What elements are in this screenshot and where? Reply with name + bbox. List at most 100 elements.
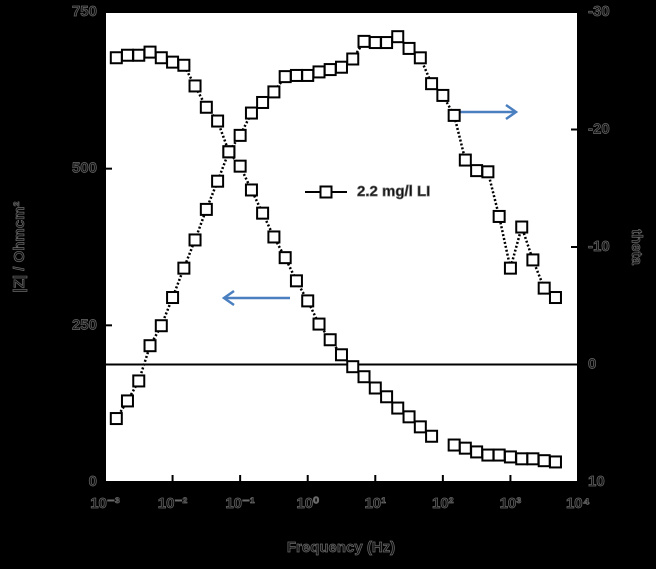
y2-axis-label: theta [628, 229, 645, 265]
marker [244, 183, 258, 197]
marker [188, 79, 202, 93]
marker [278, 70, 292, 84]
legend-marker [319, 185, 333, 199]
marker [166, 291, 180, 305]
marker [256, 206, 270, 220]
marker [537, 281, 551, 295]
y2-tick-label: -10 [588, 238, 610, 255]
marker [289, 274, 303, 288]
marker [211, 174, 225, 188]
arrow-right-head [505, 103, 519, 121]
marker [515, 220, 529, 234]
marker [301, 294, 315, 308]
marker [289, 68, 303, 82]
marker [402, 410, 416, 424]
marker [515, 452, 529, 466]
marker [526, 253, 540, 267]
x-tick-label: 10⁻³ [90, 495, 120, 512]
marker [413, 420, 427, 434]
marker [132, 48, 146, 62]
marker [120, 48, 134, 62]
y-tick-label: 500 [72, 160, 97, 177]
arrow-left-head [221, 289, 235, 307]
legend-label: 2.2 mg/l LI [357, 183, 430, 200]
marker [357, 34, 371, 48]
marker [154, 51, 168, 65]
marker [346, 52, 360, 66]
marker [481, 165, 495, 179]
marker [199, 100, 213, 114]
marker [492, 209, 506, 223]
marker [312, 317, 326, 331]
marker [458, 153, 472, 167]
marker [233, 128, 247, 142]
marker [368, 381, 382, 395]
y-tick-label: 0 [89, 473, 97, 490]
marker [391, 30, 405, 44]
y2-tick-label: 10 [588, 473, 605, 490]
x-tick-label: 10⁻¹ [225, 495, 255, 512]
marker [120, 394, 134, 408]
marker [458, 441, 472, 455]
marker [256, 95, 270, 109]
marker [199, 202, 213, 216]
marker [177, 58, 191, 72]
x-tick-label: 10³ [500, 495, 522, 512]
marker [244, 106, 258, 120]
marker [211, 114, 225, 128]
marker [166, 55, 180, 69]
marker [132, 374, 146, 388]
x-axis-label: Frequency (Hz) [287, 539, 395, 556]
marker [267, 230, 281, 244]
marker [109, 412, 123, 426]
plot-area [104, 11, 579, 483]
arrows [221, 103, 519, 307]
marker [301, 68, 315, 82]
x-tick-label: 10⁴ [566, 495, 590, 512]
x-tick-label: 10¹ [364, 495, 386, 512]
marker [368, 36, 382, 50]
marker [278, 251, 292, 265]
y-tick-label: 250 [72, 316, 97, 333]
marker [154, 319, 168, 333]
marker [188, 233, 202, 247]
marker [357, 370, 371, 384]
marker [222, 145, 236, 159]
marker [503, 261, 517, 275]
marker [548, 291, 562, 305]
marker [323, 333, 337, 347]
marker [447, 438, 461, 452]
marker [526, 452, 540, 466]
marker [109, 51, 123, 65]
marker [267, 85, 281, 99]
marker [346, 360, 360, 374]
marker [413, 51, 427, 65]
marker [312, 65, 326, 79]
x-tick-label: 10⁰ [296, 495, 319, 512]
marker [548, 455, 562, 469]
marker [380, 390, 394, 404]
marker [481, 448, 495, 462]
marker [334, 348, 348, 362]
marker [436, 88, 450, 102]
y2-tick-label: -30 [588, 3, 610, 20]
y-tick-label: 750 [72, 3, 97, 20]
marker [143, 45, 157, 59]
marker [323, 63, 337, 77]
x-tick-label: 10² [432, 495, 454, 512]
marker [503, 450, 517, 464]
x-tick-label: 10⁻² [158, 495, 188, 512]
marker [143, 339, 157, 353]
marker [334, 60, 348, 74]
marker [425, 429, 439, 443]
marker [492, 448, 506, 462]
marker [391, 401, 405, 415]
marker [402, 41, 416, 55]
marker [425, 77, 439, 91]
y-axis-label: |Z| / Ohmcm² [11, 202, 28, 293]
marker [537, 454, 551, 468]
marker [470, 445, 484, 459]
marker [447, 108, 461, 122]
y2-tick-label: 0 [588, 355, 596, 372]
